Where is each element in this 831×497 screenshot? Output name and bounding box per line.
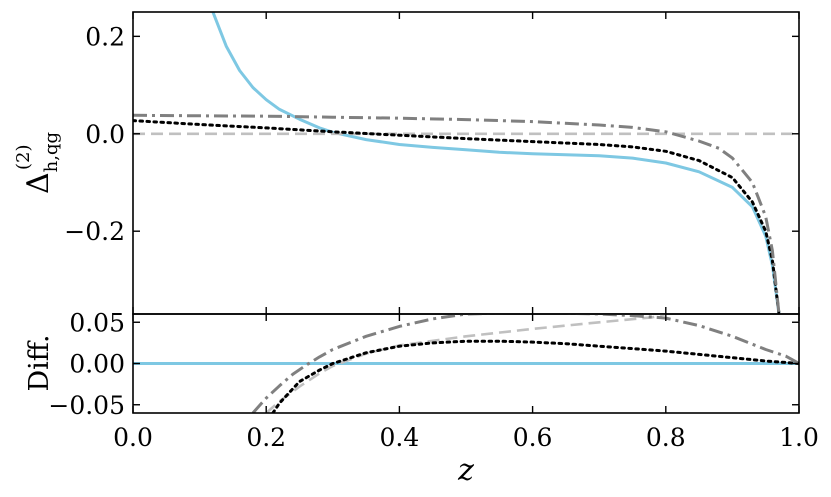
main-series-lines xyxy=(133,12,799,314)
main-panel: −0.2 0.0 0.2 Δh,qg (2) xyxy=(13,11,800,315)
diff-y-axis-label: Diff. xyxy=(24,334,55,391)
diff-series-dashdot-line xyxy=(251,314,799,413)
main-series-dotted-line xyxy=(133,119,781,314)
diff-series-dashed-line xyxy=(265,314,667,413)
diff-series-lines xyxy=(133,314,799,413)
main-y-axis-label-base: Δ xyxy=(21,172,56,194)
diff-ytick-label: 0.05 xyxy=(69,308,125,337)
main-ytick-label: 0.2 xyxy=(85,22,125,51)
x-tick-label: 0.2 xyxy=(246,423,286,452)
main-series-dashdot-line xyxy=(133,113,781,314)
main-series-solid-line xyxy=(211,12,781,314)
main-ytick-label: −0.2 xyxy=(64,217,125,246)
diff-series-dotted-line xyxy=(271,339,799,413)
diff-ytick-label: 0.00 xyxy=(69,350,125,379)
x-tick-label: 1.0 xyxy=(779,423,819,452)
diff-panel: −0.05 0.00 0.05 0.0 0.2 0.4 0.6 0.8 1.0 Diff. z xyxy=(24,308,819,488)
x-tick-label: 0.6 xyxy=(513,423,553,452)
main-y-axis-label: Δh,qg (2) xyxy=(13,132,62,194)
main-ytick-label: 0.0 xyxy=(85,120,125,149)
x-tick-label: 0.4 xyxy=(380,423,420,452)
main-y-axis-label-sup: (2) xyxy=(13,144,34,170)
diff-ticks: −0.05 0.00 0.05 0.0 0.2 0.4 0.6 0.8 1.0 xyxy=(48,308,819,452)
x-axis-label: z xyxy=(457,453,474,488)
main-ticks: −0.2 0.0 0.2 xyxy=(64,12,800,314)
diff-ytick-label: −0.05 xyxy=(48,391,125,420)
x-tick-label: 0.8 xyxy=(646,423,686,452)
x-tick-label: 0.0 xyxy=(113,423,153,452)
main-y-axis-label-sub: h,qg xyxy=(41,132,62,172)
